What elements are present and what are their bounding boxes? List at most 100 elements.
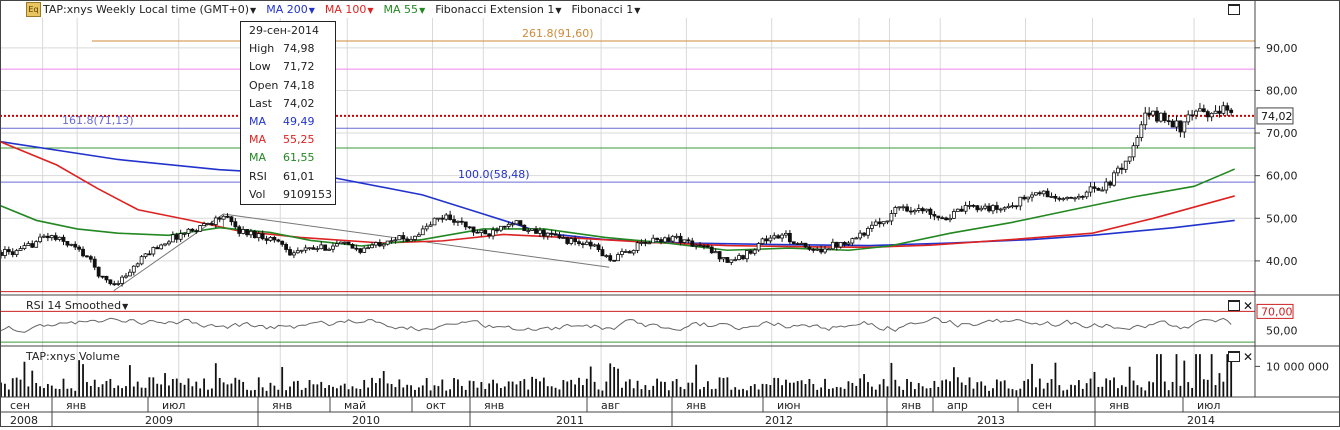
candle-body [342,241,347,244]
maximize-icon[interactable] [1228,300,1240,311]
candle-body [167,241,171,245]
chevron-down-icon[interactable]: ▼ [122,302,129,311]
candle-body [1061,198,1066,201]
volume-bar [355,388,358,397]
ma55-indicator[interactable]: MA 55▼ [383,2,426,16]
rsi-panel-title[interactable]: RSI 14 Smoothed▼ [26,299,129,312]
candle-body [284,243,289,250]
volume-bar [519,381,522,397]
tooltip-label: Vol [249,187,266,201]
volume-bar [496,383,498,397]
candle-body [362,247,367,253]
volume-bar [371,377,373,397]
volume-bar [168,385,170,397]
symbol-title[interactable]: TAP:xnys Weekly Local time (GMT+0)▼ [43,2,257,16]
candle-body [479,229,484,234]
candle-body [987,205,991,212]
candle-body [690,240,695,247]
volume-bar [93,379,96,397]
volume-bar [492,379,494,397]
ma100-indicator[interactable]: MA 100▼ [324,2,374,16]
equity-icon[interactable]: Eq [26,1,41,17]
close-icon[interactable]: ✕ [1243,299,1254,313]
candle-body [186,228,191,234]
candle-body [858,232,863,239]
candle-body [1045,190,1050,198]
volume-bar [441,379,444,397]
volume-bar [1226,354,1229,397]
volume-bar [882,379,885,397]
chevron-down-icon[interactable]: ▼ [308,5,315,15]
volume-bar [281,367,284,397]
candle-body [245,229,249,236]
volume-bar [226,384,229,397]
close-icon[interactable]: ✕ [1243,350,1254,364]
volume-bar [105,380,108,397]
volume-bar [870,386,873,397]
volume-bar [7,389,10,397]
candle-body [1186,114,1191,123]
candle-body [233,221,238,228]
chevron-down-icon[interactable]: ▼ [419,5,426,15]
candle-body [292,252,296,256]
maximize-icon[interactable] [1228,351,1240,362]
volume-bar [332,386,334,397]
candle-body [620,251,624,255]
chevron-down-icon[interactable]: ▼ [634,5,641,15]
volume-bar [656,378,659,397]
y-tick-label: 40,00 [1266,255,1298,268]
candle-body [1127,156,1132,162]
volume-bar [1191,387,1194,397]
candle-body [881,221,886,225]
volume-bar [800,380,803,397]
last-price-label: 74,02 [1261,110,1293,123]
candle-body [1088,186,1093,193]
fib-extension-tool[interactable]: Fibonacci Extension 1▼ [435,2,562,16]
volume-bar [1085,383,1088,397]
volume-bar [624,381,627,397]
month-label: июн [777,399,801,412]
volume-bar [414,389,416,397]
candle-body [577,241,581,245]
candle-body [530,228,535,231]
volume-bar [1148,381,1151,397]
volume-bar [277,389,280,397]
volume-bar [1144,390,1147,397]
chevron-down-icon[interactable]: ▼ [367,5,374,15]
candle-body [1092,186,1097,189]
candle-body [217,217,222,220]
candle-body [780,234,784,239]
candle-body [374,242,378,246]
volume-bar [449,389,452,397]
volume-bar [1218,373,1221,397]
volume-bar [140,387,143,397]
volume-bar [1003,380,1006,397]
month-label: сен [10,399,30,412]
candle-body [405,238,410,242]
candle-body [377,242,382,247]
volume-bar [402,387,405,397]
fibonacci-tool[interactable]: Fibonacci 1▼ [571,2,641,16]
candle-body [596,244,601,250]
tooltip-label: MA [249,133,267,147]
chevron-down-icon[interactable]: ▼ [250,5,257,15]
candle-body [444,214,449,220]
ma200-indicator[interactable]: MA 200▼ [266,2,315,16]
tooltip-value: 61,01 [283,169,315,183]
volume-bar [175,378,178,397]
volume-bar [1152,382,1154,397]
volume-bar [1113,377,1115,397]
volume-bar [628,379,631,397]
maximize-icon[interactable] [1228,4,1240,15]
tooltip-row: RSI 61,01 [241,168,335,186]
candle-body [487,233,492,237]
candle-body [139,256,144,265]
candle-body [1108,181,1113,186]
candle-body [940,217,945,220]
candle-body [655,237,660,240]
volume-bar [917,383,920,397]
chevron-down-icon[interactable]: ▼ [555,5,562,15]
candle-body [663,237,667,243]
volume-bar [679,386,682,397]
